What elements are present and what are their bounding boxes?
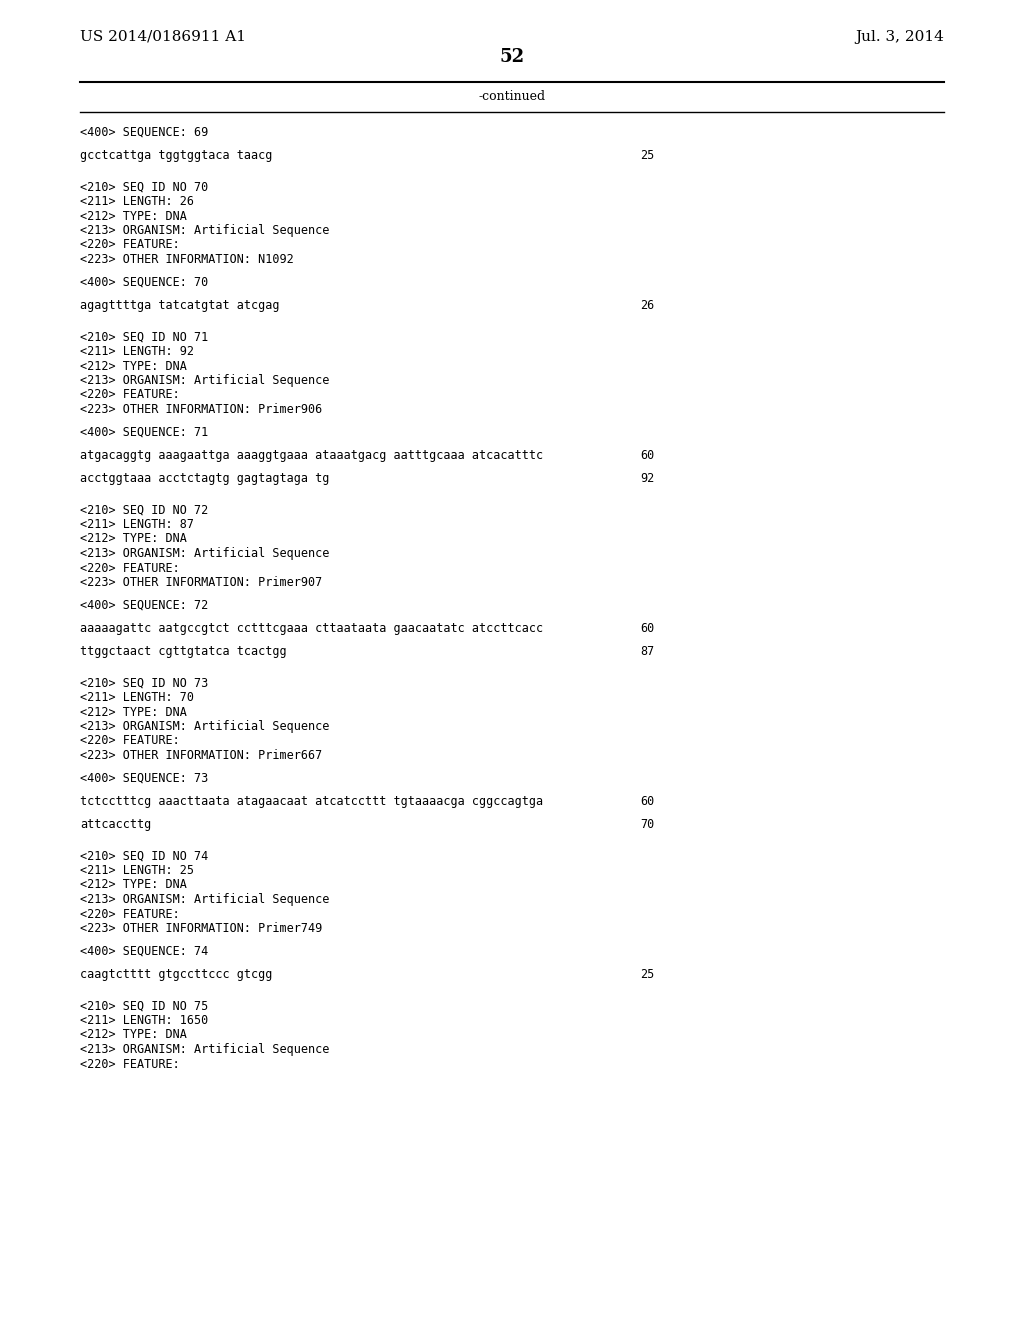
Text: <220> FEATURE:: <220> FEATURE: (80, 239, 180, 252)
Text: 60: 60 (640, 795, 654, 808)
Text: <210> SEQ ID NO 73: <210> SEQ ID NO 73 (80, 676, 208, 689)
Text: <212> TYPE: DNA: <212> TYPE: DNA (80, 359, 186, 372)
Text: 70: 70 (640, 818, 654, 832)
Text: <220> FEATURE:: <220> FEATURE: (80, 734, 180, 747)
Text: <400> SEQUENCE: 70: <400> SEQUENCE: 70 (80, 276, 208, 289)
Text: <210> SEQ ID NO 74: <210> SEQ ID NO 74 (80, 850, 208, 862)
Text: <210> SEQ ID NO 75: <210> SEQ ID NO 75 (80, 999, 208, 1012)
Text: <211> LENGTH: 87: <211> LENGTH: 87 (80, 517, 194, 531)
Text: <400> SEQUENCE: 72: <400> SEQUENCE: 72 (80, 599, 208, 612)
Text: -continued: -continued (478, 90, 546, 103)
Text: ttggctaact cgttgtatca tcactgg: ttggctaact cgttgtatca tcactgg (80, 645, 287, 657)
Text: <210> SEQ ID NO 71: <210> SEQ ID NO 71 (80, 330, 208, 343)
Text: 25: 25 (640, 149, 654, 162)
Text: <211> LENGTH: 70: <211> LENGTH: 70 (80, 690, 194, 704)
Text: <211> LENGTH: 25: <211> LENGTH: 25 (80, 865, 194, 876)
Text: 87: 87 (640, 645, 654, 657)
Text: aaaaagattc aatgccgtct cctttcgaaa cttaataata gaacaatatc atccttcacc: aaaaagattc aatgccgtct cctttcgaaa cttaata… (80, 622, 543, 635)
Text: <212> TYPE: DNA: <212> TYPE: DNA (80, 705, 186, 718)
Text: <400> SEQUENCE: 73: <400> SEQUENCE: 73 (80, 772, 208, 785)
Text: <210> SEQ ID NO 72: <210> SEQ ID NO 72 (80, 503, 208, 516)
Text: 92: 92 (640, 473, 654, 484)
Text: atgacaggtg aaagaattga aaaggtgaaa ataaatgacg aatttgcaaa atcacatttc: atgacaggtg aaagaattga aaaggtgaaa ataaatg… (80, 449, 543, 462)
Text: <213> ORGANISM: Artificial Sequence: <213> ORGANISM: Artificial Sequence (80, 546, 330, 560)
Text: 52: 52 (500, 48, 524, 66)
Text: <213> ORGANISM: Artificial Sequence: <213> ORGANISM: Artificial Sequence (80, 894, 330, 906)
Text: <400> SEQUENCE: 71: <400> SEQUENCE: 71 (80, 426, 208, 440)
Text: <220> FEATURE:: <220> FEATURE: (80, 388, 180, 401)
Text: attcaccttg: attcaccttg (80, 818, 152, 832)
Text: 60: 60 (640, 622, 654, 635)
Text: gcctcattga tggtggtaca taacg: gcctcattga tggtggtaca taacg (80, 149, 272, 162)
Text: tctcctttcg aaacttaata atagaacaat atcatccttt tgtaaaacga cggccagtga: tctcctttcg aaacttaata atagaacaat atcatcc… (80, 795, 543, 808)
Text: <212> TYPE: DNA: <212> TYPE: DNA (80, 210, 186, 223)
Text: <400> SEQUENCE: 74: <400> SEQUENCE: 74 (80, 945, 208, 958)
Text: caagtctttt gtgccttccc gtcgg: caagtctttt gtgccttccc gtcgg (80, 968, 272, 981)
Text: <220> FEATURE:: <220> FEATURE: (80, 561, 180, 574)
Text: <220> FEATURE:: <220> FEATURE: (80, 1057, 180, 1071)
Text: Jul. 3, 2014: Jul. 3, 2014 (855, 30, 944, 44)
Text: <211> LENGTH: 92: <211> LENGTH: 92 (80, 345, 194, 358)
Text: <212> TYPE: DNA: <212> TYPE: DNA (80, 532, 186, 545)
Text: <211> LENGTH: 26: <211> LENGTH: 26 (80, 195, 194, 209)
Text: <223> OTHER INFORMATION: Primer907: <223> OTHER INFORMATION: Primer907 (80, 576, 323, 589)
Text: <223> OTHER INFORMATION: Primer906: <223> OTHER INFORMATION: Primer906 (80, 403, 323, 416)
Text: <211> LENGTH: 1650: <211> LENGTH: 1650 (80, 1014, 208, 1027)
Text: <223> OTHER INFORMATION: Primer749: <223> OTHER INFORMATION: Primer749 (80, 921, 323, 935)
Text: 26: 26 (640, 300, 654, 312)
Text: <223> OTHER INFORMATION: N1092: <223> OTHER INFORMATION: N1092 (80, 253, 294, 267)
Text: acctggtaaa acctctagtg gagtagtaga tg: acctggtaaa acctctagtg gagtagtaga tg (80, 473, 330, 484)
Text: <212> TYPE: DNA: <212> TYPE: DNA (80, 879, 186, 891)
Text: 60: 60 (640, 449, 654, 462)
Text: <213> ORGANISM: Artificial Sequence: <213> ORGANISM: Artificial Sequence (80, 224, 330, 238)
Text: <213> ORGANISM: Artificial Sequence: <213> ORGANISM: Artificial Sequence (80, 374, 330, 387)
Text: agagttttga tatcatgtat atcgag: agagttttga tatcatgtat atcgag (80, 300, 280, 312)
Text: <223> OTHER INFORMATION: Primer667: <223> OTHER INFORMATION: Primer667 (80, 748, 323, 762)
Text: <400> SEQUENCE: 69: <400> SEQUENCE: 69 (80, 125, 208, 139)
Text: <210> SEQ ID NO 70: <210> SEQ ID NO 70 (80, 181, 208, 194)
Text: US 2014/0186911 A1: US 2014/0186911 A1 (80, 30, 246, 44)
Text: <212> TYPE: DNA: <212> TYPE: DNA (80, 1028, 186, 1041)
Text: <220> FEATURE:: <220> FEATURE: (80, 908, 180, 920)
Text: 25: 25 (640, 968, 654, 981)
Text: <213> ORGANISM: Artificial Sequence: <213> ORGANISM: Artificial Sequence (80, 719, 330, 733)
Text: <213> ORGANISM: Artificial Sequence: <213> ORGANISM: Artificial Sequence (80, 1043, 330, 1056)
